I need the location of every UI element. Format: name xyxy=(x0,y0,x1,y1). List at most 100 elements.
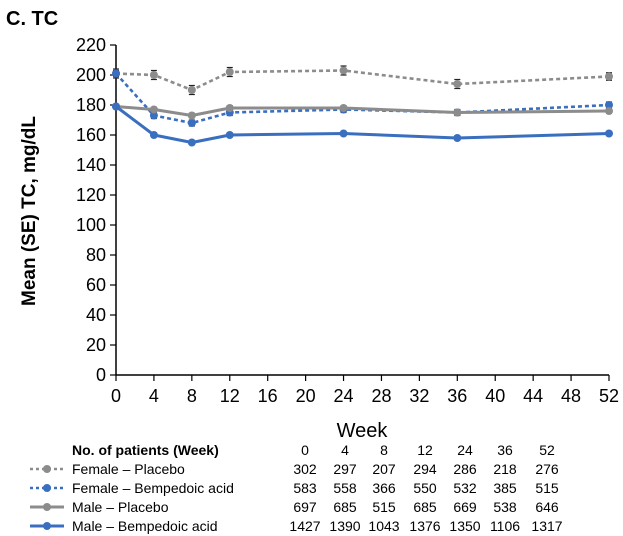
patients-count: 532 xyxy=(453,480,477,496)
data-point xyxy=(339,66,348,75)
data-point xyxy=(605,72,613,81)
y-tick-label: 160 xyxy=(76,125,106,145)
patients-count: 697 xyxy=(293,499,317,515)
patients-count: 583 xyxy=(293,480,317,496)
x-tick-label: 0 xyxy=(111,386,121,406)
week-header: 0 xyxy=(301,442,309,458)
x-tick-label: 52 xyxy=(599,386,619,406)
patients-row: Male – Bempedoic acid 1427 1390 1043 1376 135… xyxy=(30,518,563,534)
data-point xyxy=(112,69,120,78)
legend-marker xyxy=(43,484,51,492)
data-point xyxy=(453,80,462,88)
y-tick-label: 60 xyxy=(86,275,106,295)
patients-count: 1043 xyxy=(368,518,399,534)
patients-count: 1106 xyxy=(490,518,520,534)
patients-table: 0 4 8 12 24 36 52 Female – Placebo 302 297 207 294 2… xyxy=(30,442,563,534)
data-point xyxy=(605,107,613,115)
y-tick-label: 40 xyxy=(86,305,106,325)
y-tick-label: 80 xyxy=(86,245,106,265)
patients-count: 1350 xyxy=(449,518,480,534)
y-tick-label: 200 xyxy=(76,65,106,85)
data-point xyxy=(339,104,348,112)
patients-row: Female – Bempedoic acid 583 558 366 550 532 38… xyxy=(30,480,559,496)
patients-count: 297 xyxy=(333,461,357,477)
week-header: 36 xyxy=(497,442,513,458)
patients-count: 538 xyxy=(493,499,517,515)
patients-count: 385 xyxy=(493,480,517,496)
x-tick-label: 28 xyxy=(371,386,391,406)
patients-count: 685 xyxy=(333,499,357,515)
x-tick-label: 24 xyxy=(334,386,354,406)
chart-title: C. TC xyxy=(6,8,58,30)
y-tick-label: 0 xyxy=(96,365,106,385)
data-point xyxy=(149,111,158,120)
data-point xyxy=(339,129,348,138)
data-point xyxy=(225,104,234,112)
patients-count: 515 xyxy=(372,499,396,515)
y-tick-label: 100 xyxy=(76,215,106,235)
legend-label: Female – Placebo xyxy=(72,461,185,477)
patients-table-header: No. of patients (Week) xyxy=(72,442,219,458)
x-tick-label: 48 xyxy=(561,386,581,406)
data-point xyxy=(225,131,234,139)
x-tick-label: 32 xyxy=(409,386,429,406)
data-point xyxy=(187,86,196,94)
y-axis-label: Mean (SE) TC, mg/dL xyxy=(19,116,40,306)
patients-count: 294 xyxy=(413,461,437,477)
y-tick-label: 220 xyxy=(76,35,106,55)
patients-row: Female – Placebo 302 297 207 294 286 218 276 xyxy=(30,461,559,477)
patients-count: 550 xyxy=(413,480,437,496)
patients-count: 669 xyxy=(453,499,477,515)
x-axis-label: Week xyxy=(337,420,389,442)
data-point xyxy=(187,119,196,127)
y-tick-label: 140 xyxy=(76,155,106,175)
x-tick-label: 20 xyxy=(296,386,316,406)
data-point xyxy=(453,108,462,117)
data-point xyxy=(112,102,120,111)
series-3 xyxy=(112,102,613,147)
x-tick-label: 8 xyxy=(187,386,197,406)
legend-marker xyxy=(43,503,51,511)
patients-count: 218 xyxy=(493,461,517,477)
x-tick-label: 36 xyxy=(447,386,467,406)
week-header: 4 xyxy=(341,442,349,458)
y-tick-label: 120 xyxy=(76,185,106,205)
week-header: 24 xyxy=(457,442,473,458)
y-tick-label: 180 xyxy=(76,95,106,115)
week-header: 8 xyxy=(380,442,388,458)
legend-marker xyxy=(43,465,51,473)
data-point xyxy=(149,105,158,114)
series-layer xyxy=(112,65,613,147)
patients-row: Male – Placebo 697 685 515 685 669 538 646 xyxy=(30,499,559,515)
data-point xyxy=(225,68,234,76)
data-point xyxy=(187,138,196,147)
legend-label: Female – Bempedoic acid xyxy=(72,480,234,496)
x-tick-label: 16 xyxy=(258,386,278,406)
data-point xyxy=(149,131,158,139)
week-header: 12 xyxy=(417,442,433,458)
legend-label: Male – Placebo xyxy=(72,499,169,515)
patients-count: 646 xyxy=(535,499,559,515)
patients-count: 286 xyxy=(453,461,477,477)
x-tick-label: 40 xyxy=(485,386,505,406)
patients-count: 1376 xyxy=(409,518,440,534)
data-point xyxy=(149,71,158,79)
week-header: 52 xyxy=(539,442,555,458)
patients-count: 558 xyxy=(333,480,357,496)
patients-count: 207 xyxy=(372,461,396,477)
y-tick-label: 20 xyxy=(86,335,106,355)
patients-count: 1390 xyxy=(329,518,360,534)
x-tick-label: 44 xyxy=(523,386,543,406)
series-0 xyxy=(112,65,613,96)
x-tick-label: 4 xyxy=(149,386,159,406)
data-point xyxy=(605,129,613,138)
x-tick-label: 12 xyxy=(220,386,240,406)
patients-count: 515 xyxy=(535,480,559,496)
data-point xyxy=(605,101,613,109)
patients-count: 276 xyxy=(535,461,559,477)
data-point xyxy=(453,134,462,142)
legend-marker xyxy=(43,522,51,530)
data-point xyxy=(187,111,196,120)
